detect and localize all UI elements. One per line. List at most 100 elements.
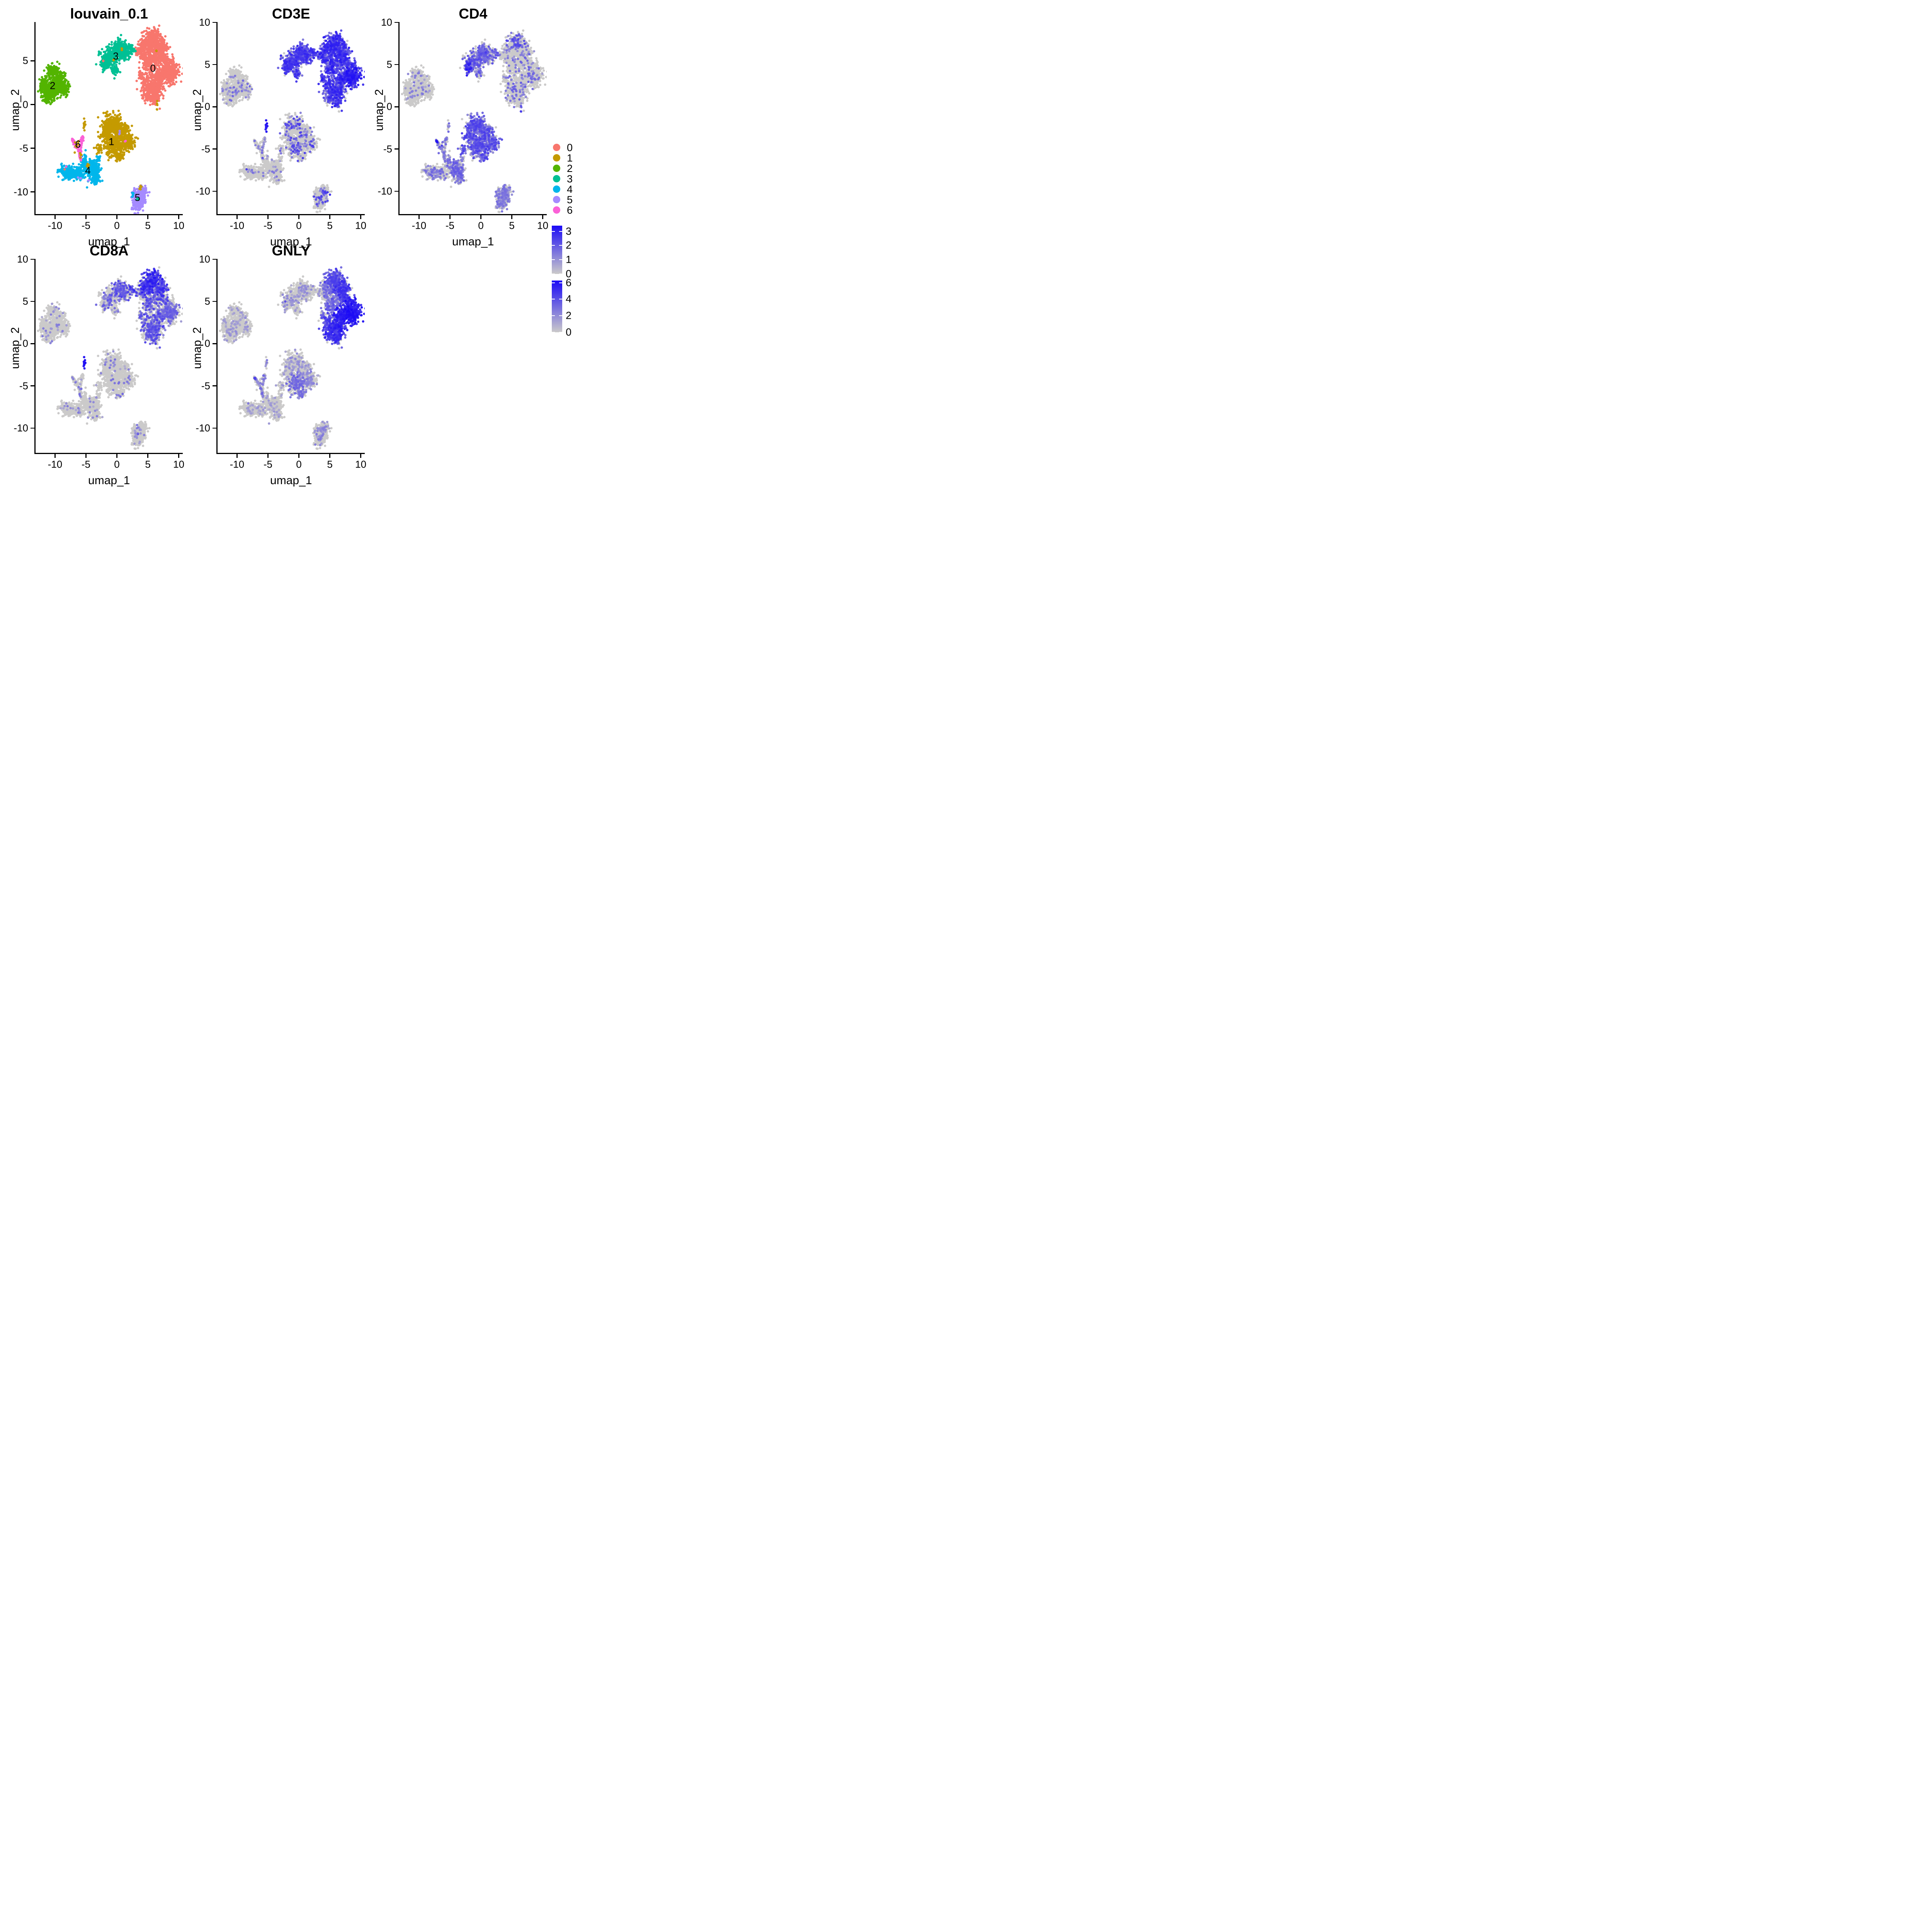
y-tick-mark <box>213 64 216 65</box>
umap-scatter-canvas <box>400 23 547 214</box>
x-axis-line <box>34 214 183 215</box>
y-tick-mark <box>213 343 216 344</box>
x-tick-mark <box>542 215 543 219</box>
legend-item-cluster-2: 2 <box>553 163 580 174</box>
cluster-color-dot <box>553 206 560 214</box>
x-axis-line <box>34 453 183 454</box>
x-tick-label: 5 <box>145 219 151 231</box>
panel-cd3e: CD3E umap_1 umap_2 -10 -5 0 5 10 10 5 0 -5 -10 <box>183 0 400 249</box>
y-tick-label: -10 <box>14 186 28 198</box>
legend-label: 5 <box>567 194 573 206</box>
colorbar-tick-mark <box>552 315 555 316</box>
y-axis-line <box>216 259 218 453</box>
x-tick-label: -10 <box>48 458 63 470</box>
y-axis-title: umap_2 <box>9 327 22 369</box>
x-tick-label: -5 <box>263 458 272 470</box>
x-tick-mark <box>116 454 117 458</box>
colorbar-tick-label: 2 <box>566 310 572 321</box>
y-tick-mark <box>213 301 216 302</box>
colorbar-tick-label: 6 <box>566 277 572 289</box>
y-tick-mark <box>395 64 398 65</box>
x-tick-label: 10 <box>355 219 367 231</box>
panel-title: CD4 <box>459 5 488 22</box>
colorbar-tick-mark <box>559 245 562 246</box>
colorbar-tick-mark <box>552 282 555 283</box>
y-tick-mark <box>31 301 34 302</box>
colorbar-tick-label: 2 <box>566 239 572 251</box>
y-tick-label: 10 <box>17 253 28 265</box>
x-tick-mark <box>236 215 238 219</box>
colorbar-tick-label: 0 <box>566 326 572 338</box>
x-tick-mark <box>329 454 330 458</box>
y-axis-line <box>398 22 400 214</box>
legend-item-cluster-6: 6 <box>553 204 580 216</box>
x-tick-mark <box>360 454 361 458</box>
x-tick-label: -5 <box>263 219 272 231</box>
x-tick-mark <box>298 215 299 219</box>
y-tick-label: 0 <box>204 100 210 112</box>
y-tick-label: -5 <box>201 380 210 391</box>
x-tick-label: -10 <box>412 219 427 231</box>
x-tick-label: 5 <box>327 458 333 470</box>
y-tick-label: -5 <box>201 143 210 155</box>
colorbar-tick-mark <box>552 332 555 333</box>
legend-label: 6 <box>567 204 573 216</box>
x-tick-mark <box>178 454 179 458</box>
y-tick-mark <box>395 106 398 107</box>
umap-scatter-canvas <box>218 23 365 214</box>
legend-item-cluster-5: 5 <box>553 194 580 206</box>
y-tick-mark <box>213 148 216 150</box>
y-tick-label: 0 <box>22 337 28 349</box>
x-tick-mark <box>267 454 269 458</box>
y-tick-label: 5 <box>22 54 28 66</box>
panel-cd4: CD4 umap_1 umap_2 -10 -5 0 5 10 10 5 0 -5 -10 <box>365 0 582 249</box>
x-tick-mark <box>267 215 269 219</box>
x-tick-label: 5 <box>327 219 333 231</box>
x-tick-mark <box>449 215 451 219</box>
x-tick-label: 0 <box>478 219 484 231</box>
colorbar-tick-label: 0 <box>566 268 572 279</box>
y-tick-label: -5 <box>383 143 392 155</box>
cluster-color-dot <box>553 175 560 182</box>
y-tick-mark <box>31 191 34 192</box>
x-tick-mark <box>54 215 56 219</box>
x-tick-label: -5 <box>445 219 454 231</box>
y-axis-title: umap_2 <box>191 327 204 369</box>
umap-scatter-canvas <box>36 23 183 214</box>
legend-label: 2 <box>567 163 573 174</box>
x-tick-label: -5 <box>81 219 90 231</box>
x-tick-label: 0 <box>296 219 302 231</box>
y-tick-mark <box>31 148 34 149</box>
x-tick-mark <box>360 215 361 219</box>
colorbar-tick-mark <box>559 282 562 283</box>
y-tick-label: 0 <box>22 99 28 110</box>
y-tick-mark <box>213 427 216 429</box>
expression-colorbar-high: 6 4 2 0 <box>552 277 571 338</box>
cluster-color-dot <box>553 196 560 203</box>
x-tick-mark <box>178 215 179 219</box>
x-tick-label: 0 <box>114 458 120 470</box>
y-tick-mark <box>395 190 398 192</box>
y-tick-label: 10 <box>199 253 210 265</box>
y-tick-label: 5 <box>204 58 210 70</box>
y-tick-label: -10 <box>196 422 210 434</box>
cluster-color-dot <box>553 154 560 162</box>
panel-title: CD3E <box>272 5 310 22</box>
x-tick-label: 10 <box>173 219 185 231</box>
y-tick-mark <box>31 259 34 260</box>
panel-title: CD8A <box>89 242 129 259</box>
y-tick-mark <box>213 106 216 107</box>
x-tick-mark <box>480 215 481 219</box>
y-tick-mark <box>31 343 34 344</box>
x-tick-label: 10 <box>537 219 549 231</box>
x-tick-mark <box>418 215 420 219</box>
y-tick-label: 5 <box>386 58 392 70</box>
x-axis-title: umap_1 <box>270 235 312 248</box>
y-tick-label: 5 <box>204 295 210 307</box>
colorbar-tick-mark <box>559 259 562 260</box>
legend-item-cluster-1: 1 <box>553 152 580 164</box>
x-tick-label: 10 <box>173 458 185 470</box>
panel-title: louvain_0.1 <box>70 5 148 22</box>
x-axis-line <box>398 214 547 215</box>
